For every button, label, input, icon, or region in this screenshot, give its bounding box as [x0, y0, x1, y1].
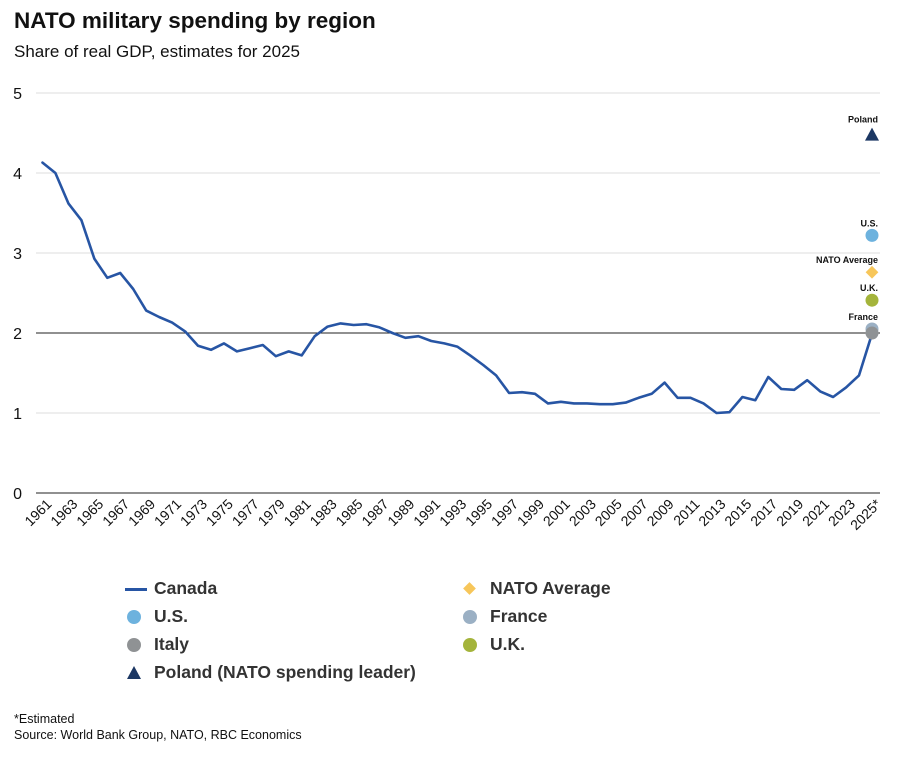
- y-tick-label: 1: [13, 406, 22, 423]
- legend-label: U.K.: [490, 634, 525, 654]
- x-tick-label: 2021: [799, 496, 832, 529]
- legend-item-nato-average: NATO Average: [460, 578, 611, 599]
- y-tick-label: 3: [13, 246, 22, 263]
- x-tick-label: 1995: [462, 496, 495, 529]
- y-tick-label: 0: [13, 486, 22, 503]
- x-tick-label: 2011: [670, 496, 703, 529]
- x-tick-label: 2017: [747, 496, 780, 529]
- line-chart: 0123451961196319651967196919711973197519…: [13, 86, 885, 533]
- legend-line-icon: [124, 579, 150, 599]
- x-tick-label: 1983: [306, 496, 339, 529]
- point-poland: [865, 127, 879, 141]
- data-label-u-s: U.S.: [860, 218, 878, 228]
- x-tick-label: 2003: [566, 496, 599, 529]
- legend-label: Italy: [154, 634, 190, 654]
- y-tick-label: 2: [13, 326, 22, 343]
- x-tick-label: 2025*: [847, 495, 885, 533]
- chart-subtitle: Share of real GDP, estimates for 2025: [14, 42, 301, 61]
- legend-item-u-s: U.S.: [124, 606, 188, 627]
- legend-diamond-icon: [460, 579, 486, 599]
- x-tick-label: 1991: [410, 496, 443, 529]
- y-tick-label: 5: [13, 86, 22, 103]
- point-italy: [865, 326, 879, 340]
- x-tick-label: 1973: [177, 496, 210, 529]
- legend-circle-icon: [124, 607, 150, 627]
- legend-label: France: [490, 606, 548, 626]
- chart-title: NATO military spending by region: [14, 8, 376, 33]
- x-tick-label: 1985: [332, 496, 365, 529]
- legend-circle-icon: [460, 635, 486, 655]
- legend-item-poland-nato-spending-leader: Poland (NATO spending leader): [124, 662, 416, 683]
- x-tick-label: 2019: [773, 496, 806, 529]
- legend-label: U.S.: [154, 606, 189, 626]
- x-tick-label: 1997: [488, 496, 521, 529]
- x-tick-label: 2013: [695, 496, 728, 529]
- x-tick-label: 2009: [643, 496, 676, 529]
- x-tick-label: 1987: [358, 496, 391, 529]
- x-tick-label: 1969: [125, 496, 158, 529]
- legend-label: Canada: [154, 578, 218, 598]
- data-label-poland: Poland: [848, 115, 878, 125]
- legend-circle-icon: [460, 607, 486, 627]
- x-tick-label: 1971: [151, 496, 184, 529]
- legend-triangle-icon: [124, 663, 150, 683]
- x-tick-label: 2007: [617, 496, 650, 529]
- x-tick-label: 2005: [592, 496, 625, 529]
- legend-label: Poland (NATO spending leader): [154, 662, 416, 682]
- x-tick-label: 1999: [514, 496, 547, 529]
- data-label-u-k: U.K.: [860, 283, 878, 293]
- x-tick-label: 1977: [229, 496, 262, 529]
- y-tick-label: 4: [13, 166, 22, 183]
- data-label-france: France: [848, 312, 878, 322]
- x-tick-label: 1967: [99, 496, 132, 529]
- x-tick-label: 1993: [436, 496, 469, 529]
- legend-item-canada: Canada: [124, 578, 217, 599]
- x-tick-label: 2001: [540, 496, 573, 529]
- x-tick-label: 1975: [203, 496, 236, 529]
- x-tick-label: 1965: [73, 496, 106, 529]
- legend-item-u-k: U.K.: [460, 634, 525, 655]
- legend-label: NATO Average: [490, 578, 611, 598]
- footnote: *Estimated: [14, 712, 75, 726]
- x-tick-label: 1963: [47, 496, 80, 529]
- x-tick-label: 2015: [721, 496, 754, 529]
- legend-item-italy: Italy: [124, 634, 189, 655]
- x-tick-label: 1961: [21, 496, 54, 529]
- point-nato-average: [865, 265, 879, 279]
- legend-item-france: France: [460, 606, 547, 627]
- series-line-canada: [41, 161, 874, 415]
- point-u-k: [865, 293, 879, 307]
- point-u-s: [865, 228, 879, 242]
- x-tick-label: 1989: [384, 496, 417, 529]
- x-tick-label: 1979: [255, 496, 288, 529]
- x-tick-label: 1981: [280, 496, 313, 529]
- legend-circle-icon: [124, 635, 150, 655]
- source-note: Source: World Bank Group, NATO, RBC Econ…: [14, 728, 302, 742]
- data-label-nato-average: NATO Average: [816, 255, 878, 265]
